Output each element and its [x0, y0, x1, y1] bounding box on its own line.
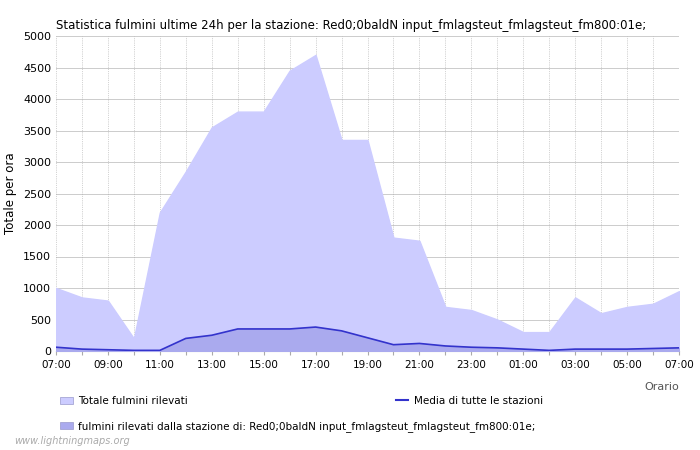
Y-axis label: Totale per ora: Totale per ora	[4, 153, 18, 234]
Legend: fulmini rilevati dalla stazione di: Red0;0baldN input_fmlagsteut_fmlagsteut_fm80: fulmini rilevati dalla stazione di: Red0…	[56, 417, 540, 436]
Text: www.lightningmaps.org: www.lightningmaps.org	[14, 436, 130, 446]
Text: Statistica fulmini ultime 24h per la stazione: Red0;0baldN input_fmlagsteut_fmla: Statistica fulmini ultime 24h per la sta…	[56, 19, 646, 32]
Text: Orario: Orario	[644, 382, 679, 392]
